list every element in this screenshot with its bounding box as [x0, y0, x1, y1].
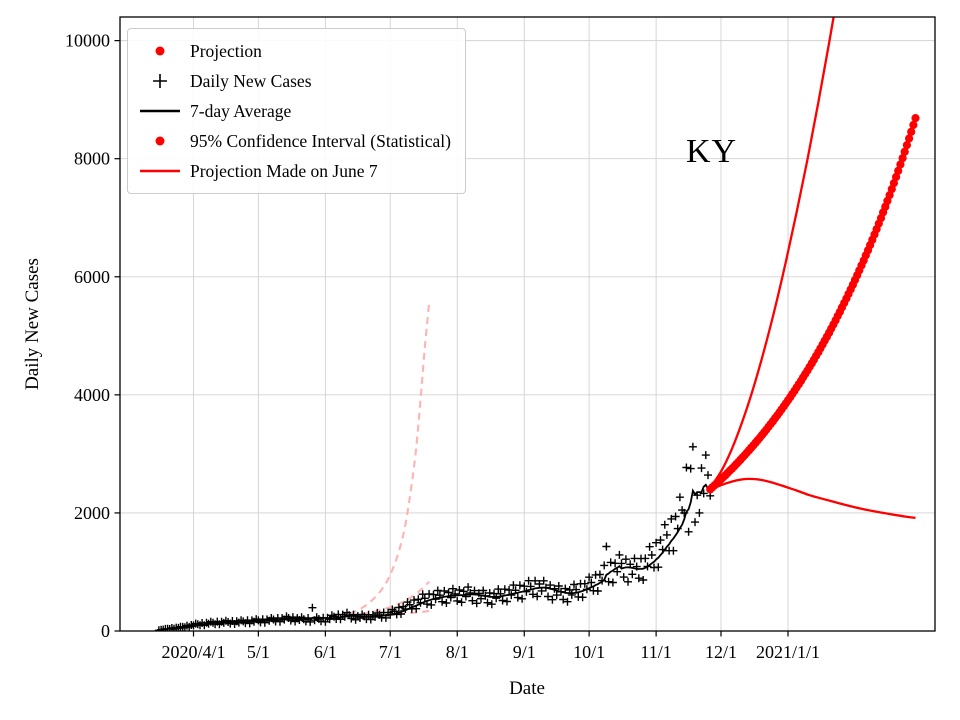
- y-axis-label: Daily New Cases: [22, 258, 43, 390]
- legend-entry: Projection: [134, 36, 451, 66]
- chart-legend: Projection Daily New Cases 7-day Average 95…: [127, 28, 466, 194]
- x-tick-label: 5/1: [247, 642, 270, 662]
- tick-labels: 2020/4/1 5/1 6/1 7/1 8/1 9/1 10/1 11/1 12/1 2021/…: [65, 31, 820, 662]
- y-tick-label: 0: [101, 621, 110, 641]
- projection-dots: [706, 114, 920, 494]
- series-layer: [154, 17, 920, 631]
- x-tick-label: 2020/4/1: [161, 642, 225, 662]
- legend-entry-label: Projection: [190, 40, 262, 61]
- y-tick-label: 2000: [74, 503, 110, 523]
- x-tick-label: 6/1: [314, 642, 337, 662]
- tick-marks: [114, 40, 789, 637]
- legend-entry: 7-day Average: [134, 96, 451, 126]
- line-marker-icon: [140, 109, 180, 113]
- x-tick-label: 10/1: [573, 642, 605, 662]
- x-tick-label: 7/1: [379, 642, 402, 662]
- y-tick-label: 4000: [74, 385, 110, 405]
- legend-entry: Projection Made on June 7: [134, 156, 451, 186]
- june7-projection-curve: [338, 303, 431, 618]
- dot-marker-icon: [155, 46, 165, 56]
- legend-entry-label: Daily New Cases: [190, 70, 312, 91]
- x-tick-label: 2021/1/1: [756, 642, 820, 662]
- legend-entry-label: Projection Made on June 7: [190, 160, 378, 181]
- legend-entry: 95% Confidence Interval (Statistical): [134, 126, 451, 156]
- daily-cases-markers: [154, 442, 715, 631]
- line-marker-icon: [140, 169, 180, 173]
- plot-border: [119, 16, 936, 632]
- dot-marker-icon: [155, 136, 165, 146]
- y-tick-label: 8000: [74, 149, 110, 169]
- ci-upper-line: [709, 17, 835, 489]
- seven-day-average-line: [171, 483, 711, 631]
- x-tick-label: 9/1: [513, 642, 536, 662]
- ci-lower-line: [709, 477, 916, 520]
- plus-marker-icon: [153, 74, 167, 88]
- state-annotation: KY: [686, 133, 738, 170]
- x-tick-label: 8/1: [446, 642, 469, 662]
- y-tick-label: 10000: [65, 31, 110, 51]
- legend-entry-label: 95% Confidence Interval (Statistical): [190, 130, 451, 151]
- x-axis-label: Date: [509, 678, 545, 699]
- legend-entry-label: 7-day Average: [190, 100, 292, 121]
- y-tick-label: 6000: [74, 267, 110, 287]
- legend-entry: Daily New Cases: [134, 66, 451, 96]
- x-tick-label: 11/1: [640, 642, 671, 662]
- x-tick-label: 12/1: [705, 642, 737, 662]
